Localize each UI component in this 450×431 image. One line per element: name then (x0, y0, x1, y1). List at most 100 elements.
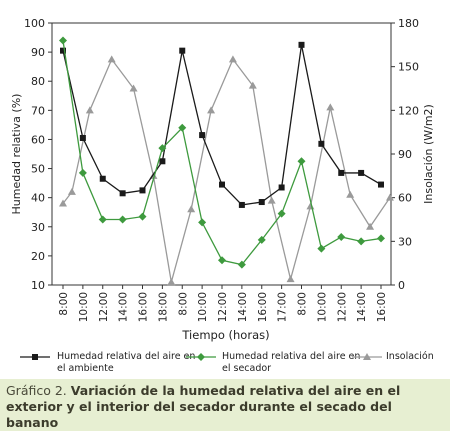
legend-label-secador: Humedad relativa del aire en (222, 351, 360, 362)
y2-tick-label: 90 (398, 148, 412, 161)
point-secador (357, 237, 366, 246)
point-secador (78, 168, 87, 177)
point-insolacion (366, 222, 375, 230)
point-ambiente (99, 175, 106, 182)
x-tick-label: 8:00 (297, 292, 309, 316)
point-secador (237, 260, 246, 269)
plot-panel: 10 20 30 40 50 60 70 80 90 100 0 30 60 90 120 150 180 8:0… (0, 0, 450, 379)
point-insolacion (385, 193, 394, 201)
legend-label-ambiente: Humedad relativa del aire en (57, 351, 195, 362)
y-axis-label: Humedad relativa (%) (10, 94, 23, 215)
legend-item-ambiente: Humedad relativa del aire en el ambiente (20, 351, 195, 374)
x-tick-label: 12:00 (98, 292, 110, 322)
point-insolacion (326, 103, 335, 111)
caption-lead: Gráfico 2. (6, 383, 67, 398)
y2-tick-label: 150 (398, 61, 419, 74)
point-insolacion (167, 278, 176, 286)
point-ambiente (278, 184, 285, 191)
point-ambiente (60, 47, 66, 54)
x-tick-label: 8:00 (58, 292, 70, 316)
x-tick-label: 14:00 (356, 292, 368, 322)
y-tick-label: 70 (31, 104, 45, 117)
point-secador (59, 36, 67, 45)
y-tick-label: 90 (31, 46, 45, 59)
x-tick-label: 16:00 (376, 292, 388, 322)
point-insolacion (67, 187, 76, 195)
y-tick-label: 80 (31, 75, 45, 88)
y2-tick-label: 30 (398, 235, 412, 248)
point-insolacion (248, 81, 257, 89)
x-tick-label: 10:00 (316, 292, 328, 322)
point-insolacion (129, 84, 138, 92)
point-insolacion (85, 106, 94, 114)
y2-tick-label: 60 (398, 192, 412, 205)
point-ambiente (79, 134, 86, 141)
x-tick-label: 16:00 (138, 292, 150, 322)
point-ambiente (298, 41, 305, 48)
point-secador (118, 215, 127, 224)
point-ambiente (199, 132, 206, 139)
y-tick-label: 50 (31, 163, 45, 176)
series-line-secador (62, 40, 382, 266)
point-ambiente (179, 47, 186, 54)
point-secador (198, 218, 207, 227)
legend-item-secador: Humedad relativa del aire en el secador (186, 351, 360, 374)
point-ambiente (219, 181, 225, 188)
series-line-ambiente (62, 44, 382, 206)
point-ambiente (318, 140, 325, 147)
point-secador (218, 256, 226, 265)
point-ambiente (119, 190, 126, 197)
series (59, 36, 394, 286)
point-secador (317, 244, 326, 253)
point-insolacion (267, 196, 276, 204)
point-ambiente (159, 158, 166, 165)
x-tick-label: 10:00 (197, 292, 209, 322)
point-secador (158, 144, 167, 153)
y-tick-label: 100 (24, 17, 45, 30)
ticks: 10 20 30 40 50 60 70 80 90 100 0 30 60 90 120 150 180 8:0… (24, 17, 419, 322)
y2-tick-label: 180 (398, 17, 419, 30)
y2-tick-label: 120 (398, 104, 419, 117)
point-secador (337, 232, 346, 241)
y-tick-label: 30 (31, 221, 45, 234)
y-tick-label: 60 (31, 133, 45, 146)
x-tick-label: 14:00 (118, 292, 130, 322)
y-tick-label: 20 (31, 250, 45, 263)
figure-caption: Gráfico 2. Variación de la humedad relat… (6, 383, 446, 431)
series-line-insolacion (62, 58, 391, 283)
legend-marker-secador (197, 353, 205, 361)
point-secador (377, 234, 385, 243)
x-axis-label: Tiempo (horas) (181, 328, 269, 342)
x-tick-label: 18:00 (157, 292, 169, 322)
point-insolacion (59, 199, 67, 207)
x-tick-label: 12:00 (217, 292, 229, 322)
point-secador (178, 123, 187, 132)
x-tick-label: 16:00 (257, 292, 269, 322)
point-insolacion (346, 190, 355, 198)
point-secador (138, 212, 147, 221)
y2-axis-label: Insolación (W/m2) (422, 104, 435, 204)
point-insolacion (187, 205, 196, 213)
legend-label-ambiente-line2: el ambiente (57, 363, 114, 374)
point-secador (257, 235, 266, 244)
point-ambiente (338, 169, 345, 176)
y-tick-label: 40 (31, 192, 45, 205)
point-insolacion (207, 106, 216, 114)
point-ambiente (139, 187, 146, 194)
point-ambiente (378, 181, 384, 188)
point-ambiente (238, 201, 245, 208)
axes (51, 22, 392, 286)
y2-tick-label: 0 (398, 279, 405, 292)
point-secador (98, 215, 107, 224)
point-secador (297, 157, 306, 166)
point-insolacion (286, 275, 295, 283)
point-ambiente (358, 169, 365, 176)
legend-item-insolacion: Insolación (352, 351, 434, 362)
point-secador (277, 209, 286, 218)
x-tick-label: 8:00 (177, 292, 189, 316)
x-tick-label: 12:00 (336, 292, 348, 322)
legend-label-insolacion: Insolación (386, 351, 434, 362)
x-tick-label: 14:00 (237, 292, 249, 322)
legend: Humedad relativa del aire en el ambiente… (20, 351, 434, 374)
